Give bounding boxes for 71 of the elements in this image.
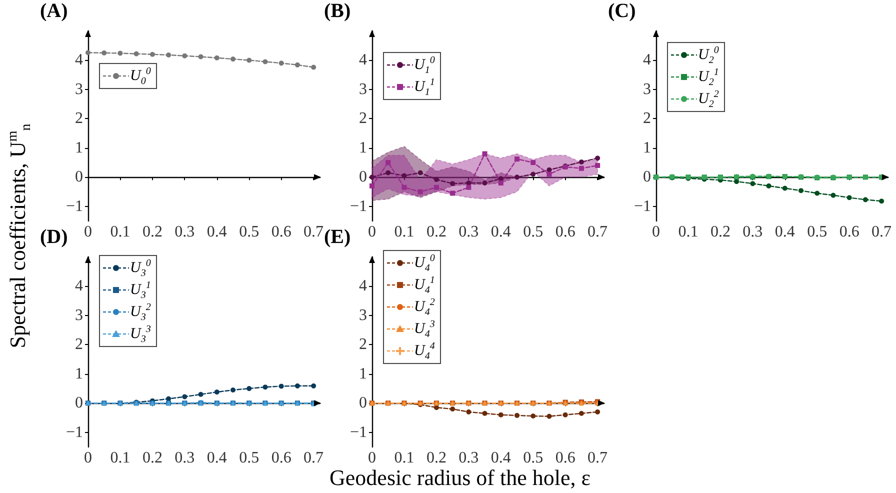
- x-tick-label: 0.3: [458, 450, 479, 466]
- y-tick-label: 0: [643, 168, 651, 186]
- y-tick-label: −1: [634, 198, 651, 215]
- y-tick-label: 4: [359, 278, 367, 295]
- chart-title: (A): [40, 0, 68, 23]
- y-tick-label: 1: [643, 139, 651, 156]
- x-tick-label: 0.5: [239, 450, 260, 466]
- x-tick-label: 0.1: [110, 224, 130, 240]
- chart-title: (C): [608, 0, 636, 23]
- y-tick-label: 1: [75, 365, 83, 382]
- y-tick-label: 3: [75, 80, 83, 98]
- x-tick-label: 0.4: [206, 224, 227, 240]
- x-tick-label: 0.3: [174, 224, 195, 240]
- x-tick-label: 0.6: [271, 450, 292, 466]
- y-tick-label: 1: [359, 365, 367, 382]
- y-tick-label: 2: [359, 336, 367, 354]
- x-tick-label: 0.7: [304, 224, 324, 240]
- y-tick-label: 2: [75, 110, 83, 128]
- x-tick-label: 0.5: [523, 224, 544, 240]
- x-tick-label: 0.1: [394, 224, 414, 240]
- x-tick-label: 0.2: [142, 224, 162, 240]
- x-axis-title: Geodesic radius of the hole, ε: [330, 465, 590, 491]
- y-tick-label: 0: [359, 394, 367, 412]
- x-tick-label: 0.2: [142, 450, 162, 466]
- x-tick-label: 0.2: [710, 224, 730, 240]
- x-tick-label: 0.6: [839, 224, 860, 240]
- y-tick-label: 3: [643, 80, 651, 98]
- x-tick-label: 0.5: [523, 450, 544, 466]
- x-tick-label: 0.4: [490, 450, 511, 466]
- y-tick-label: 0: [75, 394, 83, 412]
- x-tick-label: 0.1: [394, 450, 414, 466]
- x-tick-label: 0.2: [426, 224, 446, 240]
- y-tick-label: 3: [75, 306, 83, 324]
- y-tick-label: 2: [359, 110, 367, 128]
- x-tick-label: 0.3: [174, 450, 195, 466]
- y-tick-label: 3: [359, 306, 367, 324]
- x-tick-label: 0.5: [239, 224, 260, 240]
- x-tick-label: 0.6: [271, 224, 292, 240]
- chart-title: (B): [324, 0, 351, 23]
- x-tick-label: 0.4: [774, 224, 795, 240]
- y-tick-label: 4: [643, 52, 651, 69]
- chart-title: (D): [40, 226, 68, 249]
- x-tick-label: 0.4: [490, 224, 511, 240]
- y-tick-label: −1: [350, 424, 367, 441]
- y-tick-label: −1: [66, 198, 83, 215]
- x-tick-label: 0.7: [588, 224, 608, 240]
- x-tick-label: 0.3: [458, 224, 479, 240]
- x-tick-label: 0.6: [555, 450, 576, 466]
- chart-title: (E): [324, 226, 351, 249]
- y-tick-label: −1: [66, 424, 83, 441]
- y-tick-label: 1: [75, 139, 83, 156]
- y-tick-label: −1: [350, 198, 367, 215]
- y-tick-label: 0: [75, 168, 83, 186]
- y-tick-label: 4: [359, 52, 367, 69]
- y-tick-label: 4: [75, 278, 83, 295]
- x-tick-label: 0.4: [206, 450, 227, 466]
- x-tick-label: 0.7: [588, 450, 608, 466]
- x-tick-label: 0.2: [426, 450, 446, 466]
- x-tick-label: 0.6: [555, 224, 576, 240]
- x-tick-label: 0.7: [872, 224, 892, 240]
- y-tick-label: 2: [643, 110, 651, 128]
- y-tick-label: 4: [75, 52, 83, 69]
- x-tick-label: 0.1: [678, 224, 698, 240]
- y-tick-label: 0: [359, 168, 367, 186]
- x-tick-label: 0.1: [110, 450, 130, 466]
- x-tick-label: 0.5: [807, 224, 828, 240]
- y-tick-label: 1: [359, 139, 367, 156]
- x-tick-label: 0.3: [742, 224, 763, 240]
- y-tick-label: 2: [75, 336, 83, 354]
- x-tick-label: 0.7: [304, 450, 324, 466]
- y-tick-label: 3: [359, 80, 367, 98]
